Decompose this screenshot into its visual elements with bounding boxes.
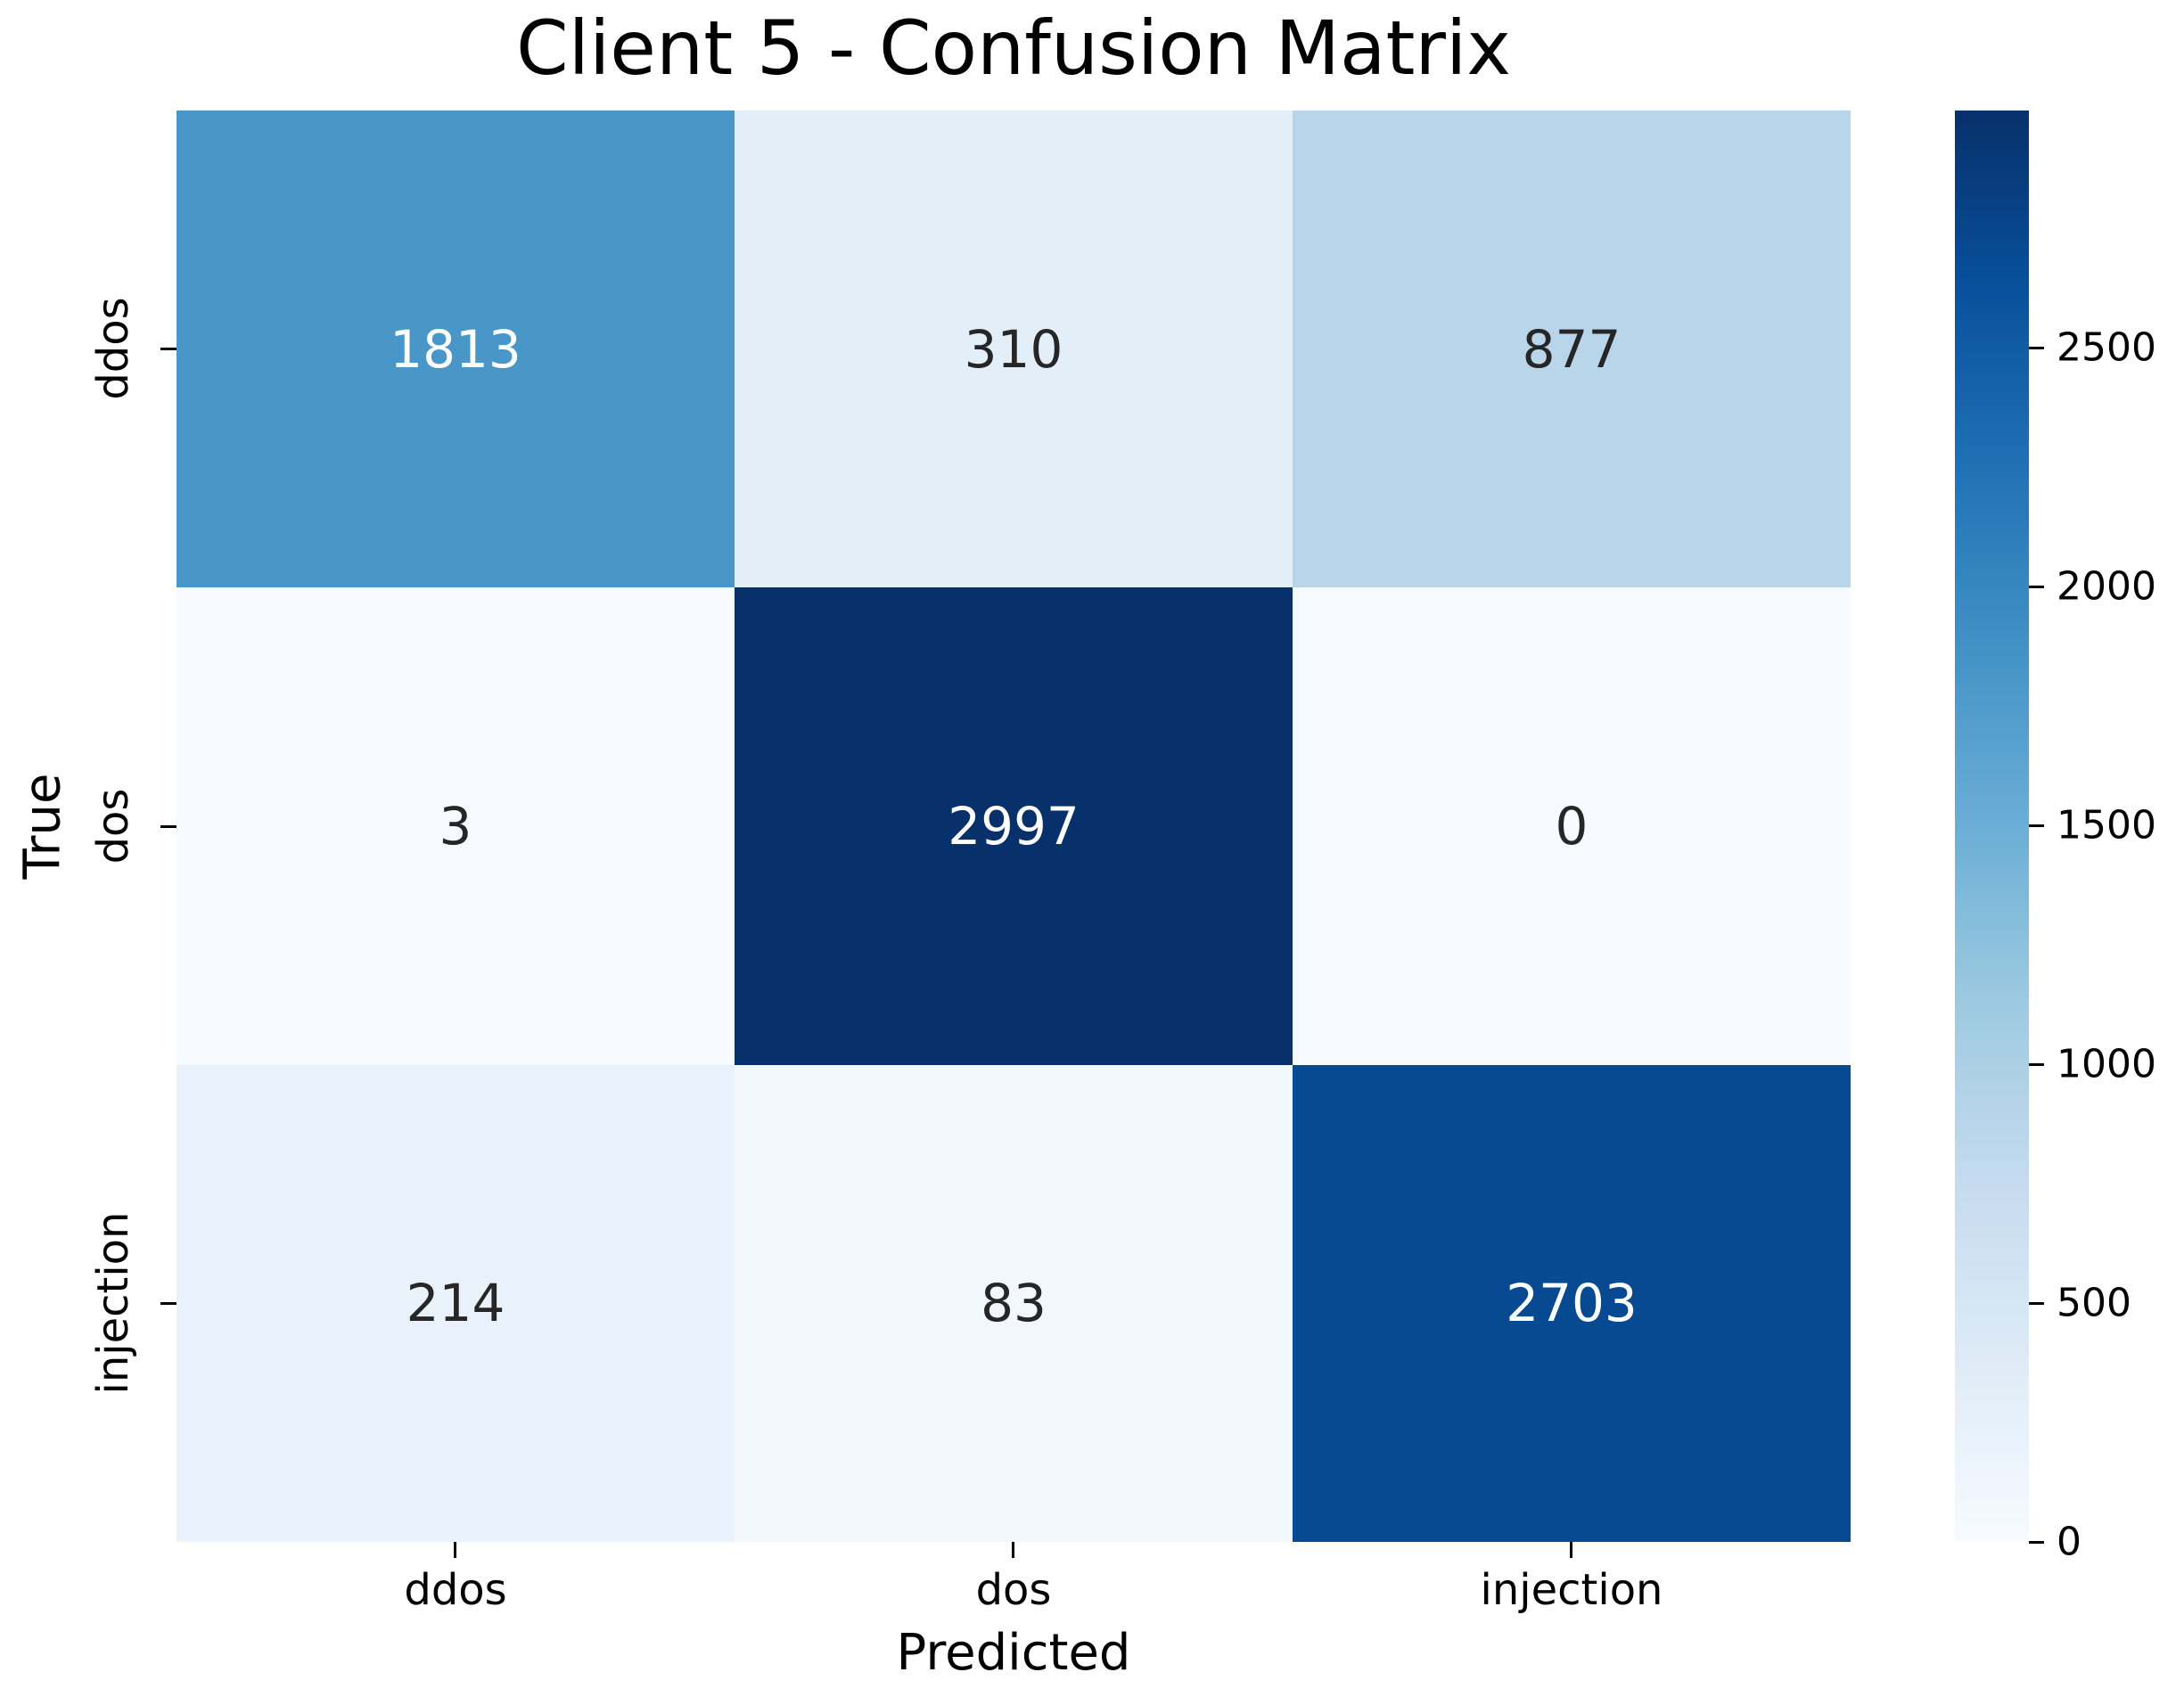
colorbar-gradient <box>1955 111 2029 1542</box>
x-tick-label-ddos: ddos <box>404 1565 507 1615</box>
y-tick-mark-dos <box>160 825 177 828</box>
colorbar-tick-label-1000: 1000 <box>2057 1041 2156 1087</box>
heatmap-cell-r1c1: 2997 <box>735 587 1293 1065</box>
colorbar-tick-mark-2000 <box>2029 586 2044 588</box>
y-tick-label-injection: injection <box>88 1211 138 1395</box>
y-tick-label-dos: dos <box>88 788 138 865</box>
colorbar-tick-mark-2500 <box>2029 347 2044 349</box>
x-tick-mark-injection <box>1570 1542 1572 1558</box>
colorbar-tick-label-500: 500 <box>2057 1280 2131 1326</box>
colorbar-tick-label-2000: 2000 <box>2057 563 2156 610</box>
y-tick-label-ddos: ddos <box>88 297 138 400</box>
colorbar-tick-mark-500 <box>2029 1302 2044 1305</box>
y-tick-mark-injection <box>160 1302 177 1305</box>
heatmap-cell-r2c0: 214 <box>177 1064 735 1542</box>
colorbar-tick-label-0: 0 <box>2057 1519 2081 1565</box>
colorbar-tick-label-1500: 1500 <box>2057 802 2156 848</box>
heatmap-cell-r2c1: 83 <box>735 1064 1293 1542</box>
heatmap-grid: 1813 310 877 3 2997 0 214 83 2703 <box>177 111 1851 1542</box>
heatmap-cell-r1c0: 3 <box>177 587 735 1065</box>
heatmap-cell-r0c2: 877 <box>1293 111 1851 588</box>
colorbar-tick-label-2500: 2500 <box>2057 324 2156 371</box>
heatmap-cell-r0c0: 1813 <box>177 111 735 588</box>
y-tick-mark-ddos <box>160 348 177 350</box>
x-tick-label-injection: injection <box>1480 1565 1663 1615</box>
x-tick-mark-ddos <box>454 1542 456 1558</box>
heatmap-cell-r0c1: 310 <box>735 111 1293 588</box>
colorbar-tick-mark-0 <box>2029 1541 2044 1544</box>
x-tick-mark-dos <box>1012 1542 1014 1558</box>
chart-title: Client 5 - Confusion Matrix <box>515 4 1512 92</box>
colorbar-tick-mark-1500 <box>2029 824 2044 827</box>
x-tick-label-dos: dos <box>975 1565 1052 1615</box>
heatmap-cell-r2c2: 2703 <box>1293 1064 1851 1542</box>
colorbar-tick-mark-1000 <box>2029 1063 2044 1066</box>
y-axis-label: True <box>13 773 72 880</box>
x-axis-label: Predicted <box>896 1624 1131 1682</box>
heatmap-cell-r1c2: 0 <box>1293 587 1851 1065</box>
